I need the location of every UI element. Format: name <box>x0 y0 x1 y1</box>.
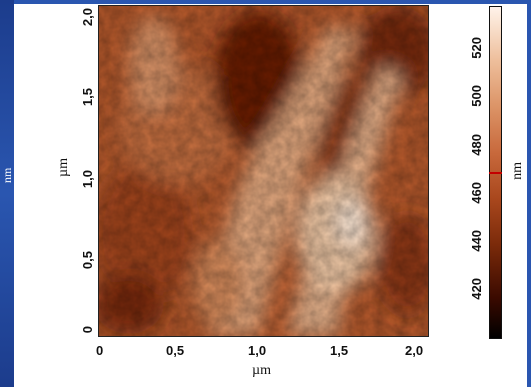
y-tick-label: 0 <box>80 326 95 334</box>
x-axis-label: µm <box>252 363 271 378</box>
x-tick-label: 2,0 <box>405 343 424 358</box>
x-tick-label: 0,5 <box>166 343 185 358</box>
y-tick-label: 0,5 <box>80 251 95 270</box>
colorbar-tick-label: 440 <box>469 230 484 252</box>
colorbar-marker <box>489 172 502 174</box>
y-tick-label: 2,0 <box>80 8 95 27</box>
colorbar-unit-label: nm <box>510 162 525 180</box>
x-tick-label: 0 <box>96 343 104 358</box>
window-frame-top <box>0 0 531 4</box>
x-tick-label: 1,0 <box>248 343 267 358</box>
window-frame-left <box>0 0 14 387</box>
x-tick-label: 1,5 <box>330 343 349 358</box>
colorbar-tick-label: 460 <box>469 182 484 204</box>
colorbar-tick-label: 480 <box>469 134 484 156</box>
y-tick-label: 1,5 <box>80 88 95 107</box>
window-frame-right <box>527 0 531 387</box>
y-axis-label: µm <box>56 158 71 177</box>
colorbar-tick-label: 500 <box>469 85 484 107</box>
colorbar-tick-label: 420 <box>469 278 484 300</box>
y-tick-label: 1,0 <box>80 170 95 189</box>
left-panel-unit-label: nm <box>0 167 14 183</box>
afm-height-map <box>98 5 429 337</box>
colorbar-tick-label: 520 <box>469 37 484 59</box>
